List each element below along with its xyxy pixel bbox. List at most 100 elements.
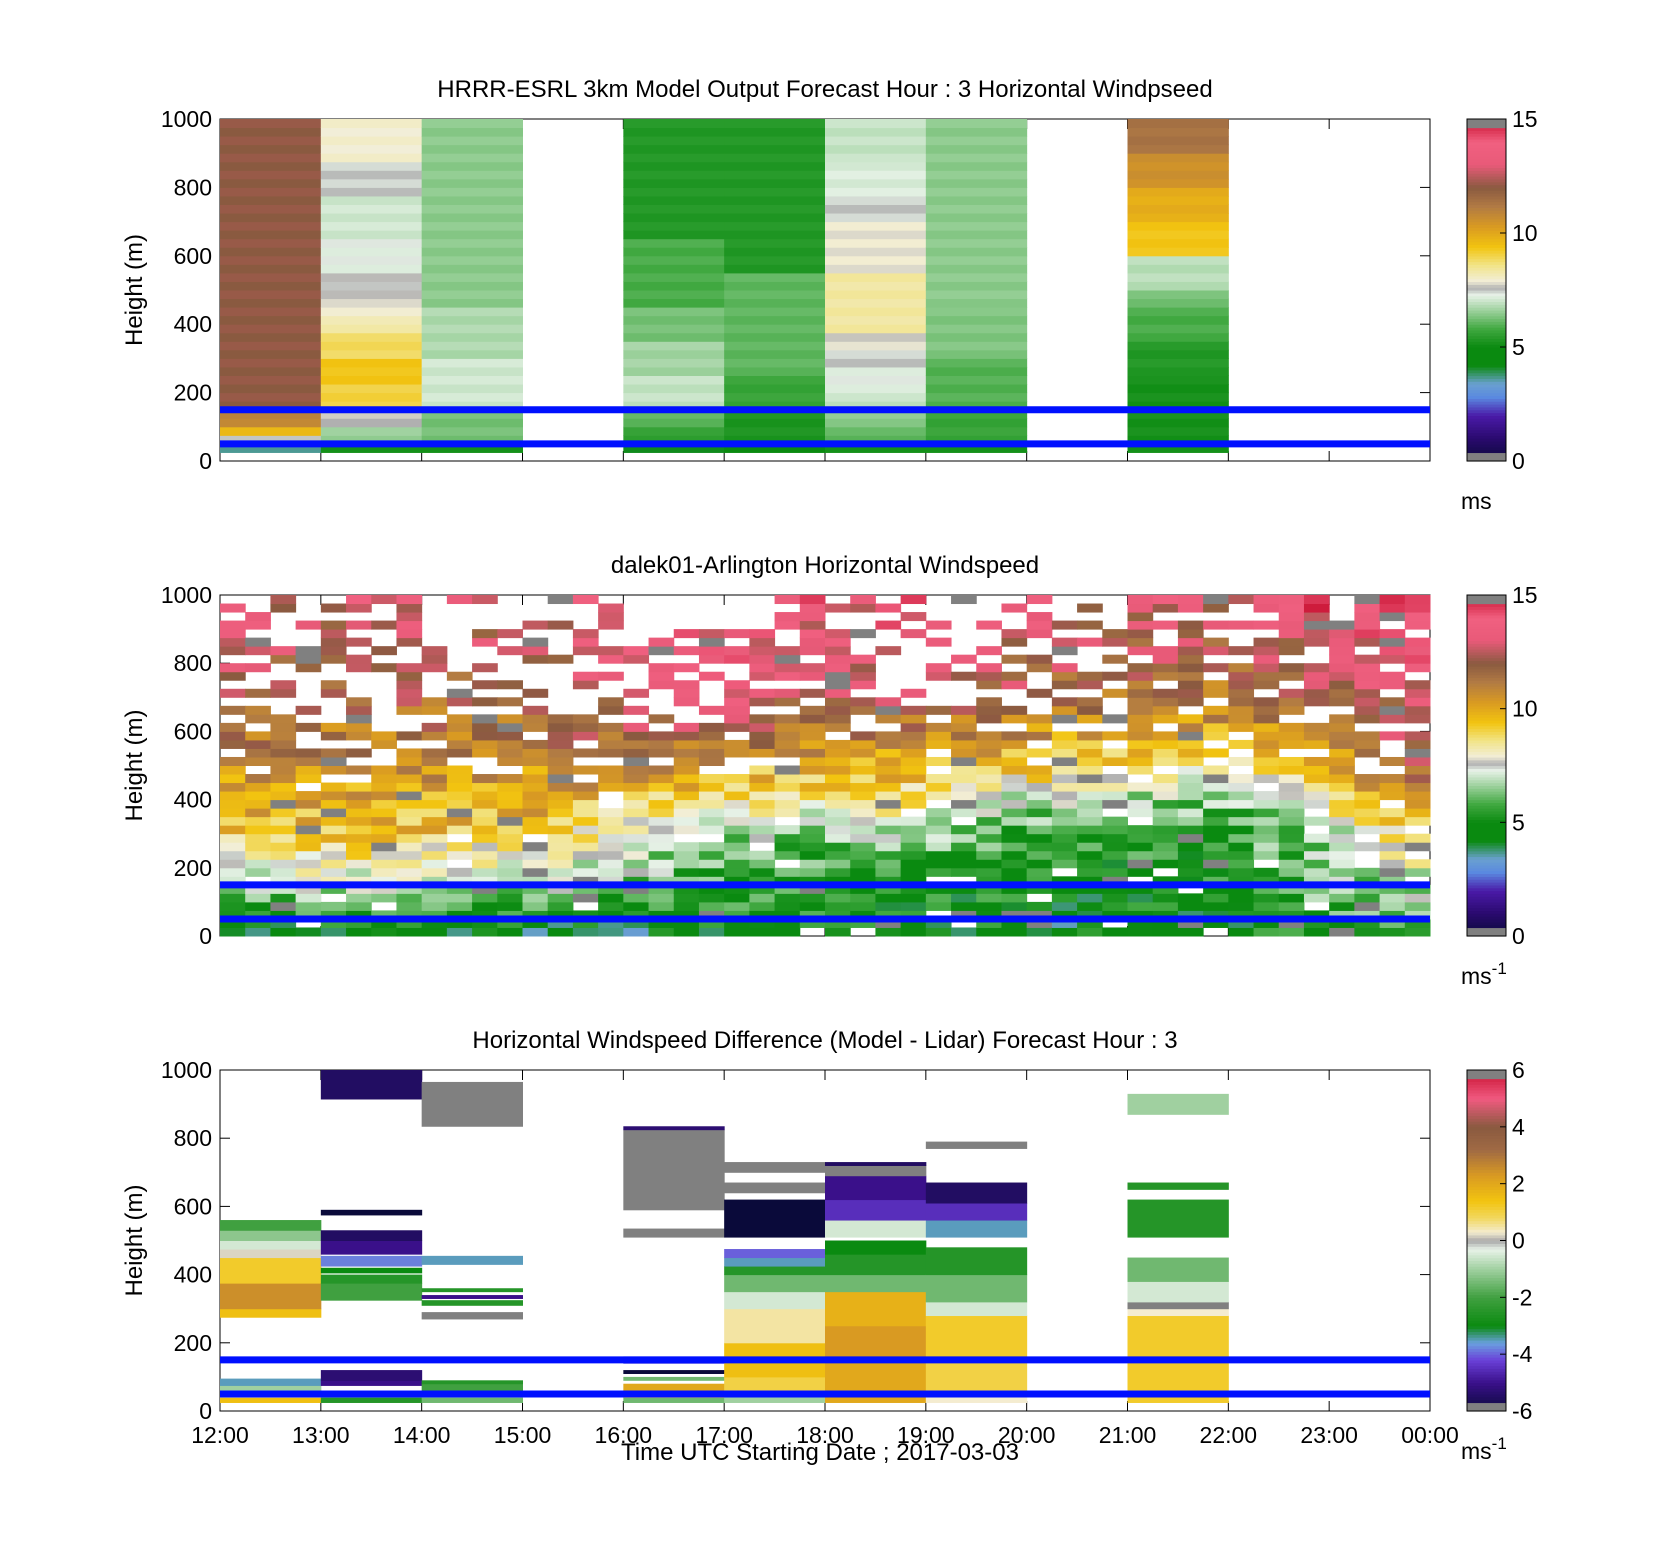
heatmap-cell xyxy=(1329,910,1355,920)
heatmap-cell xyxy=(371,825,397,835)
heatmap-cell xyxy=(1051,833,1078,843)
heatmap-cell xyxy=(976,782,1002,792)
y-tick-label: 200 xyxy=(174,855,212,881)
heatmap-cell xyxy=(1354,748,1381,758)
heatmap-cell xyxy=(421,401,523,411)
heatmap-cell xyxy=(698,739,725,749)
heatmap-cell xyxy=(1228,918,1255,928)
colorbar-swatch xyxy=(1467,1283,1506,1287)
heatmap-cell xyxy=(825,1240,927,1255)
heatmap-cell xyxy=(623,384,725,394)
heatmap-cell xyxy=(850,842,876,852)
heatmap-cell xyxy=(623,816,650,826)
heatmap-cell xyxy=(724,1266,826,1276)
colorbar-swatch xyxy=(1467,121,1506,126)
heatmap-cell xyxy=(1077,714,1103,724)
heatmap-cell xyxy=(976,714,1002,724)
heatmap-cell xyxy=(1127,384,1229,394)
heatmap-cell xyxy=(1127,705,1154,715)
heatmap-cell xyxy=(1102,654,1128,664)
colorbar-swatch xyxy=(1467,176,1506,180)
colorbar-swatch xyxy=(1467,210,1506,214)
heatmap-cell xyxy=(421,384,523,394)
heatmap-cell xyxy=(1203,714,1229,724)
heatmap-cell xyxy=(850,663,876,673)
heatmap-cell xyxy=(925,204,1028,214)
colorbar-swatch xyxy=(1467,782,1506,786)
heatmap-cell xyxy=(1102,756,1128,766)
heatmap-cell xyxy=(497,910,523,920)
colorbar-swatch xyxy=(1467,318,1506,322)
heatmap-cell xyxy=(1051,680,1078,690)
heatmap-cell xyxy=(320,1397,423,1403)
heatmap-cell xyxy=(1303,612,1330,622)
heatmap-cell xyxy=(320,748,347,758)
heatmap-cell xyxy=(825,247,927,257)
heatmap-cell xyxy=(623,850,650,860)
heatmap-cell xyxy=(623,876,650,886)
heatmap-cell xyxy=(925,247,1028,257)
heatmap-cell xyxy=(421,272,523,282)
colorbar-swatch xyxy=(1467,150,1506,154)
colorbar-swatch xyxy=(1467,1331,1506,1335)
heatmap-cell xyxy=(925,884,952,894)
heatmap-cell xyxy=(825,850,851,860)
heatmap-cell xyxy=(900,739,927,749)
heatmap-cell xyxy=(346,603,372,613)
heatmap-cell xyxy=(1102,748,1128,758)
heatmap-cell xyxy=(472,910,498,920)
heatmap-cell xyxy=(396,850,423,860)
heatmap-cell xyxy=(698,756,725,766)
heatmap-cell xyxy=(421,187,523,197)
heatmap-cell xyxy=(724,119,826,129)
heatmap-cell xyxy=(1102,859,1128,869)
colorbar-swatch xyxy=(1467,606,1506,610)
heatmap-cell xyxy=(1001,816,1028,826)
heatmap-cell xyxy=(774,893,801,903)
heatmap-cell xyxy=(648,918,675,928)
heatmap-cell xyxy=(270,808,297,818)
heatmap-cell xyxy=(1404,697,1431,707)
heatmap-cell xyxy=(1102,876,1128,886)
heatmap-cell xyxy=(749,731,776,741)
heatmap-cell xyxy=(1152,876,1179,886)
heatmap-cell xyxy=(1228,705,1255,715)
heatmap-cell xyxy=(976,748,1002,758)
heatmap-cell xyxy=(346,910,372,920)
colorbar-swatch xyxy=(1467,1070,1506,1074)
heatmap-cell xyxy=(623,842,650,852)
colorbar-swatch xyxy=(1467,799,1506,804)
heatmap-cell xyxy=(799,714,826,724)
heatmap-cell xyxy=(1278,603,1305,613)
colorbar-swatch xyxy=(1467,884,1506,889)
heatmap-cell xyxy=(371,876,397,886)
heatmap-cell xyxy=(925,315,1028,325)
heatmap-cell xyxy=(648,884,675,894)
colorbar-swatch xyxy=(1467,375,1506,379)
heatmap-cell xyxy=(497,722,523,732)
heatmap-cell xyxy=(900,910,927,920)
heatmap-cell xyxy=(245,901,271,911)
heatmap-cell xyxy=(1404,884,1431,894)
heatmap-cells xyxy=(220,595,1431,937)
heatmap-cell xyxy=(1177,637,1204,647)
heatmap-cell xyxy=(1354,791,1381,801)
heatmap-cell xyxy=(623,1126,725,1131)
colorbar-swatch xyxy=(1467,349,1506,354)
heatmap-cell xyxy=(270,927,297,937)
heatmap-cell xyxy=(623,731,650,741)
heatmap-cell xyxy=(1228,680,1255,690)
heatmap-cell xyxy=(724,144,826,154)
heatmap-cell xyxy=(1253,774,1280,784)
panel-windspeed-difference: Horizontal Windspeed Difference (Model -… xyxy=(121,1027,1533,1464)
heatmap-cell xyxy=(951,782,977,792)
colorbar-swatch xyxy=(1467,190,1506,194)
colorbar-swatch xyxy=(1467,1351,1506,1355)
heatmap-cell xyxy=(245,739,271,749)
heatmap-cell xyxy=(825,341,927,351)
heatmap-cell xyxy=(346,833,372,843)
colorbar-swatch xyxy=(1467,1186,1506,1190)
heatmap-cell xyxy=(446,714,473,724)
colorbar-swatch xyxy=(1467,691,1506,696)
heatmap-cell xyxy=(749,833,776,843)
